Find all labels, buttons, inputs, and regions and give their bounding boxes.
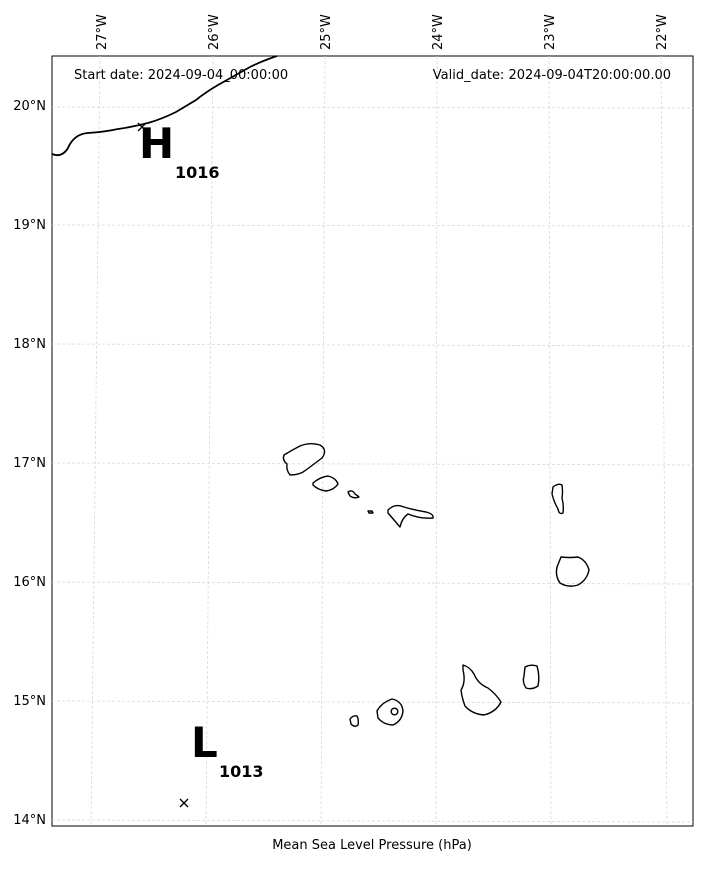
latitude-label: 20°N [13,99,46,114]
high-center-marker [137,122,147,132]
map-frame [51,55,694,827]
latitude-label: 14°N [13,813,46,828]
longitude-labels: 27°W 26°W 25°W 24°W 23°W 22°W [95,14,670,50]
low-value: 1013 [219,762,264,781]
latitude-label: 15°N [13,694,46,709]
longitude-label: 26°W [207,14,222,50]
longitude-label: 24°W [431,14,446,50]
start-date-label: Start date: 2024-09-04_00:00:00 [74,68,288,83]
coastlines [282,443,590,727]
valid-date-label: Valid_date: 2024-09-04T20:00:00.00 [433,68,671,83]
low-center-marker [179,798,189,808]
latitude-label: 19°N [13,218,46,233]
low-symbol: L [191,718,218,767]
high-symbol: H [139,119,174,168]
isobar-line [51,55,278,157]
low-pressure-center: L 1013 [179,718,264,808]
longitude-label: 23°W [543,14,558,50]
high-pressure-center: H 1016 [137,119,220,182]
high-value: 1016 [175,163,220,182]
longitude-label: 27°W [95,14,110,50]
graticule [51,55,694,827]
latitude-label: 16°N [13,575,46,590]
longitude-label: 25°W [319,14,334,50]
latitude-labels: 20°N 19°N 18°N 17°N 16°N 15°N 14°N [13,99,46,828]
latitude-label: 18°N [13,337,46,352]
longitude-label: 22°W [655,14,670,50]
latitude-label: 17°N [13,456,46,471]
map-caption: Mean Sea Level Pressure (hPa) [272,838,472,853]
